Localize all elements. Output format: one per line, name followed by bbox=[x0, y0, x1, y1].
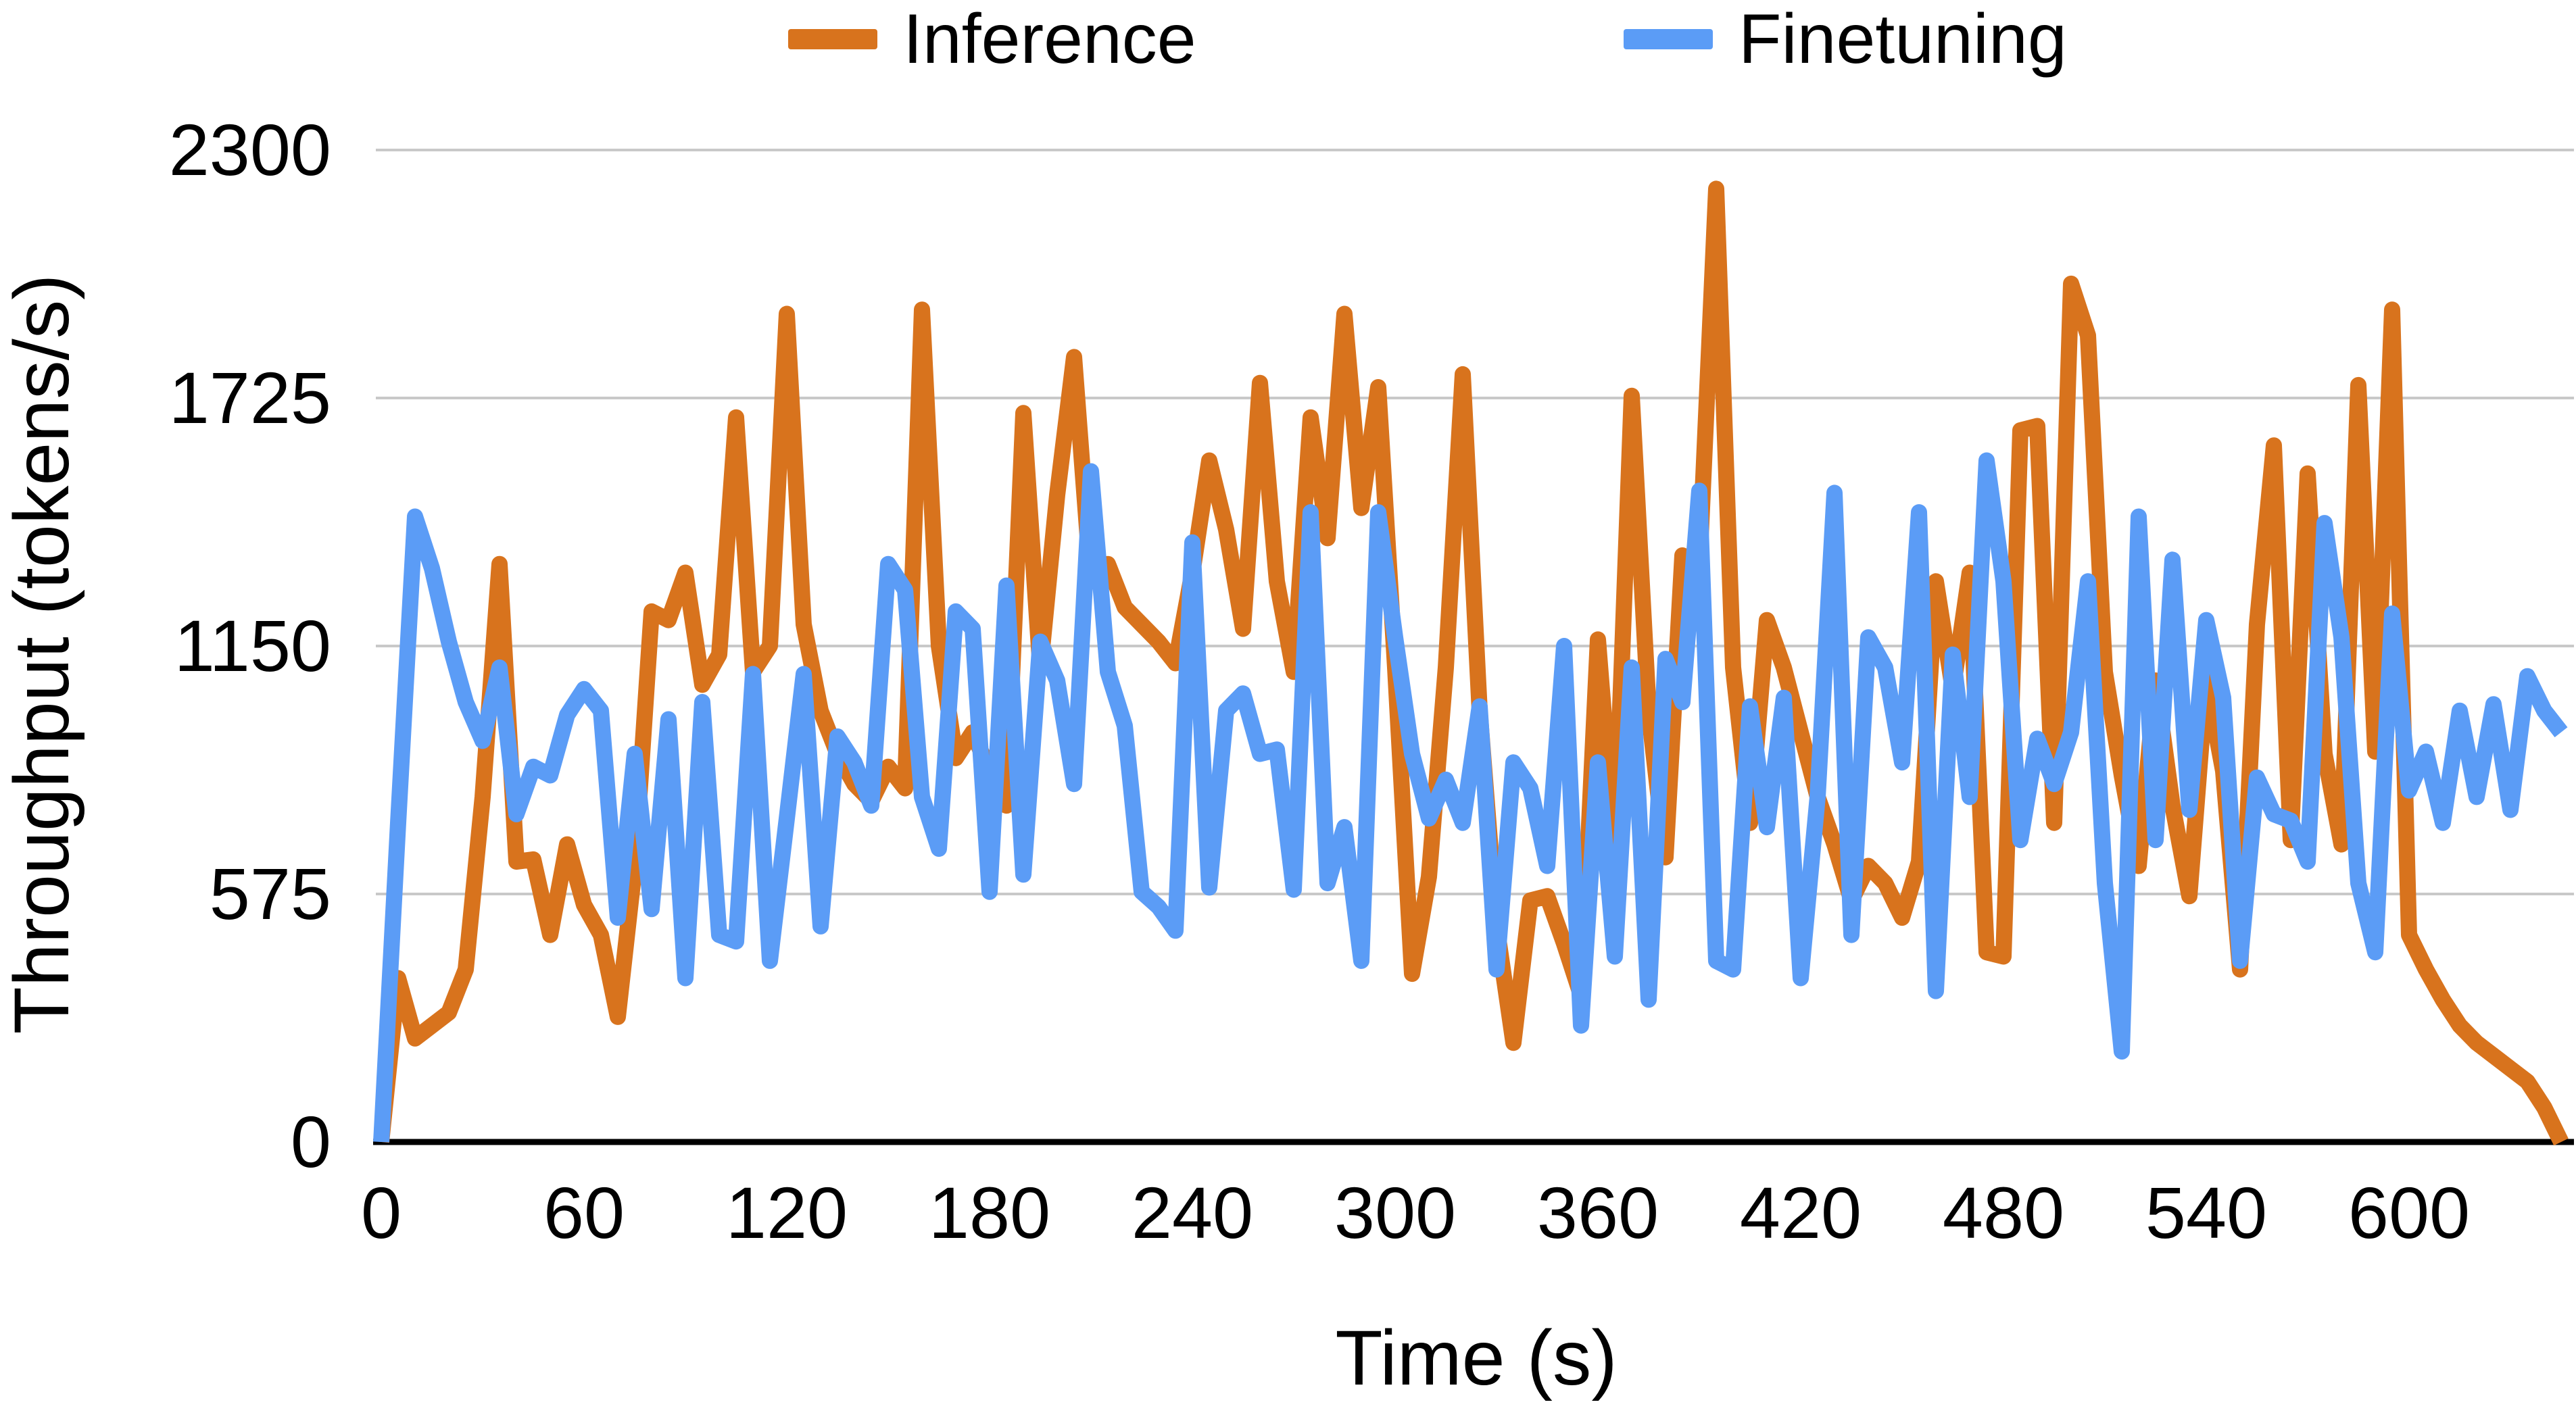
x-axis-title: Time (s) bbox=[1335, 1315, 1618, 1401]
inference-legend-swatch-icon bbox=[788, 29, 877, 49]
y-tick-label-1150: 1150 bbox=[174, 605, 331, 687]
x-tick-label-180: 180 bbox=[928, 1172, 1051, 1253]
y-tick-label-575: 575 bbox=[209, 853, 331, 935]
finetuning-legend-swatch-icon bbox=[1624, 29, 1713, 49]
x-tick-label-0: 0 bbox=[360, 1172, 402, 1253]
x-tick-label-600: 600 bbox=[2348, 1172, 2471, 1253]
y-tick-label-1725: 1725 bbox=[168, 357, 331, 439]
x-tick-label-540: 540 bbox=[2145, 1172, 2268, 1253]
inference-line bbox=[373, 180, 2569, 1146]
x-tick-label-480: 480 bbox=[1942, 1172, 2065, 1253]
legend-item-finetuning: Finetuning bbox=[1624, 4, 2067, 74]
x-tick-label-240: 240 bbox=[1131, 1172, 1254, 1253]
x-tick-label-60: 60 bbox=[543, 1172, 625, 1253]
finetuning-line bbox=[373, 452, 2568, 1143]
y-tick-label-2300: 2300 bbox=[168, 109, 331, 191]
x-tick-label-120: 120 bbox=[725, 1172, 848, 1253]
legend-item-inference: Inference bbox=[788, 4, 1196, 74]
x-tick-label-360: 360 bbox=[1536, 1172, 1659, 1253]
y-tick-label-0: 0 bbox=[290, 1101, 331, 1183]
inference-legend-label: Inference bbox=[903, 0, 1196, 78]
x-tick-label-300: 300 bbox=[1334, 1172, 1457, 1253]
x-tick-label-420: 420 bbox=[1739, 1172, 1862, 1253]
finetuning-legend-label: Finetuning bbox=[1739, 0, 2067, 78]
